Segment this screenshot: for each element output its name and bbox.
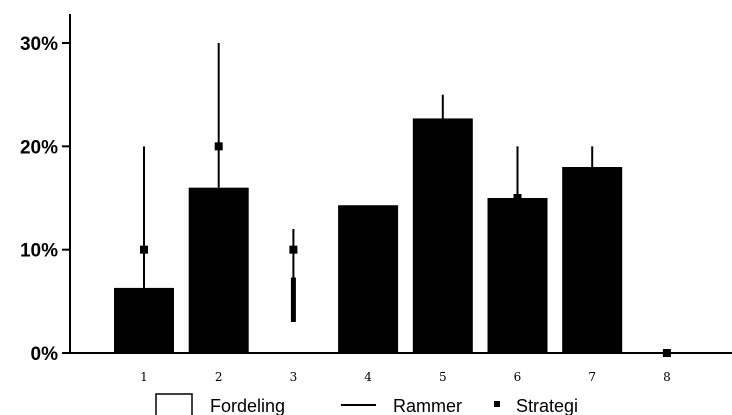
- bar: [487, 198, 548, 353]
- x-tick-label: 3: [290, 370, 298, 384]
- y-tick-label: 20%: [20, 137, 58, 158]
- x-ticks: 1 2 3 4 5 6 7 8: [140, 370, 671, 384]
- x-tick-label: 8: [663, 370, 671, 384]
- legend-fordeling-label: Fordeling: [210, 396, 285, 415]
- x-tick-label: 4: [364, 370, 372, 384]
- legend-strategi-swatch: [494, 401, 500, 407]
- bar: [562, 167, 623, 353]
- y-tick-label: 30%: [20, 34, 58, 55]
- strategy-point: [214, 142, 223, 151]
- y-tick-label: 10%: [20, 241, 58, 262]
- legend-fordeling-swatch: [155, 393, 193, 415]
- strategy-point: [289, 245, 298, 254]
- x-tick-label: 7: [588, 370, 596, 384]
- bar: [338, 205, 399, 353]
- x-tick-label: 1: [140, 370, 148, 384]
- strategy-point: [140, 245, 148, 254]
- y-ticks: 0% 10% 20% 30%: [20, 34, 70, 365]
- x-tick-label: 6: [514, 370, 522, 384]
- bar: [412, 118, 473, 353]
- x-tick-label: 5: [439, 370, 447, 384]
- x-tick-label: 2: [215, 370, 223, 384]
- bar: [188, 187, 249, 353]
- legend-strategi-label: Strategi: [516, 396, 578, 415]
- legend: Fordeling Rammer Strategi: [155, 393, 578, 415]
- y-tick-label: 0%: [31, 344, 59, 365]
- strategy-point: [513, 194, 522, 202]
- bars-layer: [114, 118, 623, 353]
- legend-rammer-label: Rammer: [393, 396, 462, 415]
- range-thick-segment: [290, 277, 296, 322]
